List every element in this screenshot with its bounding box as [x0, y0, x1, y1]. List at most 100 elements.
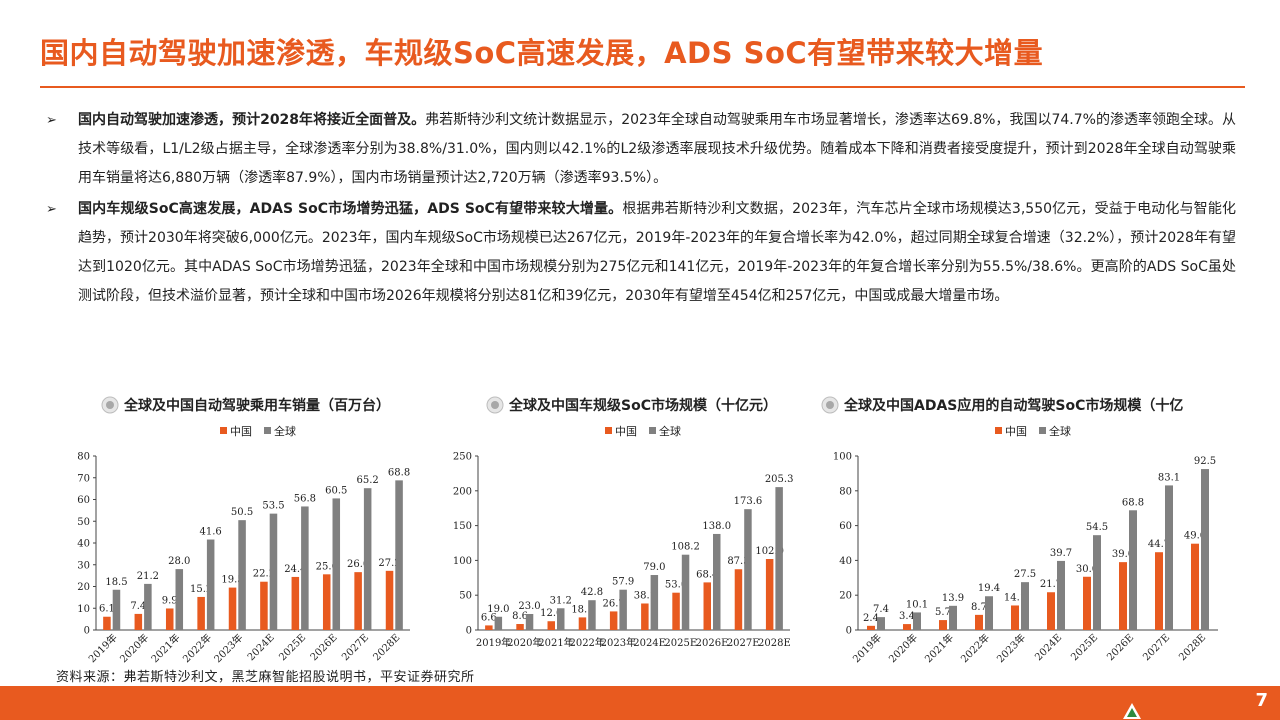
legend-label: 全球: [659, 424, 681, 438]
bar-global: [619, 589, 627, 630]
data-label: 22.2: [253, 569, 275, 580]
y-tick-label: 200: [453, 486, 472, 497]
data-label: 9.9: [162, 595, 178, 606]
x-tick-label: 2019年: [476, 636, 511, 649]
x-tick-label: 2025E: [1069, 632, 1100, 663]
data-label: 39.7: [1050, 548, 1072, 559]
data-label: 27.2: [378, 558, 400, 569]
bar-global: [557, 608, 565, 630]
x-tick-label: 2023年: [211, 631, 245, 665]
data-label: 30.6: [1076, 564, 1098, 575]
x-tick-label: 2027E: [727, 638, 760, 649]
data-label: 68.8: [1122, 497, 1144, 508]
company-logo-icon: [1123, 703, 1141, 719]
x-tick-label: 2024E: [1033, 632, 1064, 663]
bar-china: [260, 581, 268, 630]
bar-china: [197, 596, 205, 630]
data-label: 7.4: [130, 601, 146, 612]
data-label: 21.2: [137, 571, 159, 582]
data-label: 23.0: [518, 601, 540, 612]
data-label: 6.6: [481, 612, 497, 623]
data-label: 26.7: [603, 598, 625, 609]
bar-china: [165, 608, 174, 630]
x-tick-label: 2026E: [696, 638, 729, 649]
y-tick-label: 0: [846, 626, 852, 637]
bar-china: [939, 620, 947, 630]
bar-global: [238, 520, 246, 630]
bar-china: [322, 574, 331, 630]
bar-china: [672, 592, 680, 630]
y-tick-label: 40: [77, 539, 90, 550]
data-label: 8.6: [512, 611, 528, 622]
bullet-lead: 国内自动驾驶加速渗透，预计2028年将接近全面普及。: [78, 112, 426, 128]
data-label: 19.5: [221, 575, 243, 586]
bar-global: [588, 600, 596, 630]
x-tick-label: 2026E: [309, 632, 340, 663]
data-label: 53.6: [665, 580, 687, 591]
bar-global: [144, 583, 152, 630]
y-tick-label: 100: [833, 452, 852, 463]
data-label: 21.7: [1040, 579, 1062, 590]
bar-china: [903, 624, 911, 630]
bar-china: [385, 570, 394, 630]
bar-china: [578, 617, 587, 630]
bar-global: [332, 498, 341, 630]
y-tick-label: 60: [77, 495, 90, 506]
legend-swatch: [605, 427, 612, 434]
x-tick-label: 2022年: [569, 636, 604, 649]
legend-label: 中国: [230, 425, 252, 438]
chart-title: 全球及中国ADAS应用的自动驾驶SoC市场规模（十亿: [843, 397, 1183, 414]
data-label: 50.5: [231, 507, 253, 518]
data-label: 6.1: [99, 604, 115, 615]
bar-global: [175, 569, 184, 630]
y-tick-label: 80: [77, 452, 90, 463]
data-label: 54.5: [1086, 522, 1108, 533]
legend-label: 中国: [615, 425, 637, 438]
data-label: 8.7: [971, 602, 987, 613]
bar-global: [877, 617, 885, 630]
x-tick-label: 2021年: [148, 631, 182, 665]
bar-global: [949, 605, 957, 630]
data-label: 24.4: [284, 564, 306, 575]
y-tick-label: 100: [453, 556, 472, 567]
x-tick-label: 2027E: [1141, 632, 1172, 663]
data-label: 10.1: [906, 599, 928, 610]
bar-china: [609, 611, 618, 630]
title-divider: [40, 86, 1245, 88]
bar-china: [975, 614, 983, 630]
data-label: 15.2: [190, 584, 212, 595]
data-label: 49.6: [1184, 531, 1206, 542]
bar-global: [744, 509, 752, 630]
chart-svg: 全球及中国车规级SoC市场规模（十亿元） 中国 全球 0 50 100 150 200 250 6…: [453, 396, 793, 649]
x-tick-label: 2027E: [340, 632, 371, 663]
bar-global: [494, 616, 503, 630]
data-label: 138.0: [702, 521, 731, 532]
bar-global: [1093, 535, 1101, 630]
chart-soc-market: 全球及中国车规级SoC市场规模（十亿元） 中国 全球 0 50 100 150 200 250 6…: [440, 392, 810, 667]
data-label: 13.9: [942, 593, 964, 604]
y-tick-label: 40: [839, 556, 852, 567]
data-label: 79.0: [643, 562, 665, 573]
bar-china: [516, 624, 524, 630]
data-label: 60.5: [325, 485, 347, 496]
legend-swatch: [220, 427, 227, 434]
data-label: 12.6: [540, 608, 562, 619]
bar-china: [703, 582, 711, 630]
bullet-text: 弗若斯特沙利文统计数据显示，2023年全球自动驾驶乘用车市场显著增长，渗透率达6…: [78, 112, 1236, 186]
data-label: 18.1: [571, 604, 593, 615]
bar-china: [1047, 592, 1055, 630]
x-tick-label: 2019年: [86, 631, 120, 665]
bar-china: [547, 621, 555, 630]
data-label: 27.5: [1014, 569, 1036, 580]
chart-svg: 全球及中国自动驾驶乘用车销量（百万台） 中国 全球 0 10 20 30 40 50 60 70 80…: [77, 396, 410, 665]
bar-china: [1191, 543, 1199, 630]
data-label: 38.1: [634, 590, 656, 601]
data-label: 19.0: [487, 604, 509, 615]
data-label: 42.8: [581, 587, 603, 598]
x-tick-label: 2020年: [117, 631, 151, 665]
arrow-bullet-icon: ➢: [46, 113, 57, 128]
bullet-text: 根据弗若斯特沙利文数据，2023年，汽车芯片全球市场规模达3,550亿元，受益于…: [78, 201, 1236, 304]
y-tick-label: 70: [77, 473, 90, 484]
bar-global: [395, 480, 403, 630]
